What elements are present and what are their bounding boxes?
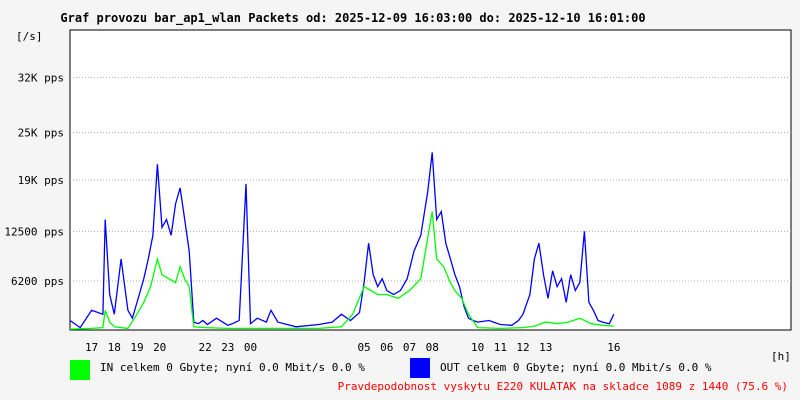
- x-tick-label: 20: [153, 341, 166, 354]
- legend-out-swatch: [410, 358, 430, 378]
- y-tick-label: 6200 pps: [11, 275, 64, 288]
- series-line-in: [69, 211, 614, 330]
- x-tick-label: 16: [607, 341, 620, 354]
- series-line-out: [69, 152, 615, 329]
- x-tick-label: 12: [516, 341, 529, 354]
- x-tick-label: 13: [539, 341, 552, 354]
- legend-in-label: IN celkem 0 Gbyte; nyní 0.0 Mbit/s 0.0 %: [100, 361, 365, 374]
- x-tick-label: 00: [244, 341, 257, 354]
- series-lines: [69, 152, 615, 330]
- x-tick-label: 22: [198, 341, 211, 354]
- x-tick-label: 18: [108, 341, 121, 354]
- x-tick-label: 17: [85, 341, 98, 354]
- x-axis-unit: [h]: [771, 350, 791, 363]
- y-tick-labels: 6200 pps 12500 pps 19K pps 25K pps 32K pps: [4, 71, 64, 288]
- y-axis-unit: [/s]: [16, 30, 43, 43]
- y-tick-label: 19K pps: [18, 174, 64, 187]
- legend-in-swatch: [70, 360, 90, 380]
- x-tick-label: 08: [426, 341, 439, 354]
- legend-out-label: OUT celkem 0 Gbyte; nyní 0.0 Mbit/s 0.0 …: [440, 361, 712, 374]
- x-tick-label: 06: [380, 341, 393, 354]
- x-tick-label: 11: [494, 341, 507, 354]
- grid-lines: [70, 76, 791, 282]
- x-tick-labels: 17 18 19 20 22 23 00 05 06 07 08 10 11 12 13 16: [85, 341, 621, 354]
- x-tick-label: 10: [471, 341, 484, 354]
- y-tick-label: 25K pps: [18, 127, 64, 140]
- x-tick-label: 23: [221, 341, 234, 354]
- y-tick-label: 32K pps: [18, 71, 64, 84]
- y-tick-label: 12500 pps: [4, 225, 64, 238]
- footer-note: Pravdepodobnost vyskytu E220 KULATAK na …: [337, 380, 788, 393]
- x-tick-label: 19: [130, 341, 143, 354]
- chart-title: Graf provozu bar_ap1_wlan Packets od: 20…: [60, 11, 646, 25]
- x-tick-label: 05: [357, 341, 370, 354]
- x-tick-label: 07: [403, 341, 416, 354]
